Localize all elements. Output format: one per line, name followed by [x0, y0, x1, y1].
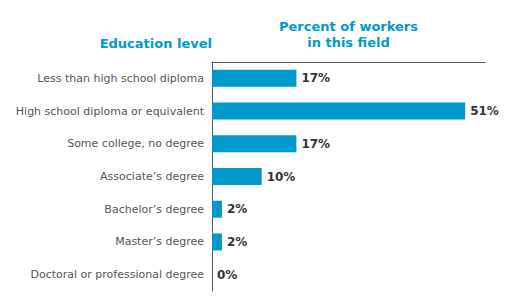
svg-text:Master’s degree: Master’s degree	[115, 235, 204, 248]
svg-text:17%: 17%	[301, 71, 330, 85]
svg-text:2%: 2%	[227, 202, 247, 216]
svg-text:Associate’s degree: Associate’s degree	[100, 170, 204, 183]
svg-text:51%: 51%	[470, 104, 499, 118]
svg-text:Bachelor’s degree: Bachelor’s degree	[104, 203, 204, 216]
svg-text:Some college, no degree: Some college, no degree	[67, 137, 204, 150]
svg-text:Doctoral or professional degre: Doctoral or professional degree	[30, 268, 204, 281]
svg-text:in this field: in this field	[307, 35, 390, 50]
svg-text:High school diploma or equival: High school diploma or equivalent	[16, 105, 205, 118]
svg-text:10%: 10%	[267, 170, 296, 184]
svg-text:0%: 0%	[217, 268, 237, 282]
svg-text:17%: 17%	[301, 137, 330, 151]
svg-text:2%: 2%	[227, 235, 247, 249]
svg-text:Percent of workers: Percent of workers	[279, 19, 418, 34]
svg-text:Education level: Education level	[100, 36, 212, 51]
svg-text:Less than high school diploma: Less than high school diploma	[37, 72, 204, 85]
